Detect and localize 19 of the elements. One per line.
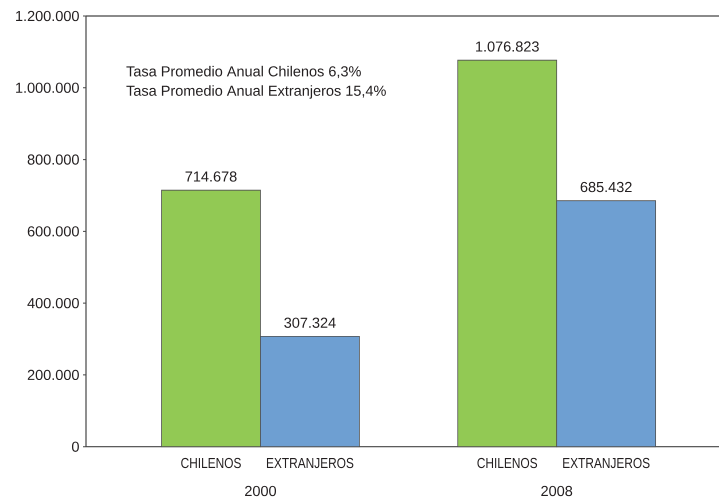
y-tick-label: 800.000 bbox=[28, 154, 79, 165]
y-tick-label: 200.000 bbox=[28, 370, 79, 380]
y-tick-label: 600.000 bbox=[28, 226, 79, 236]
y-tick-label: 0 bbox=[72, 442, 79, 452]
x-tick-label: 2000 bbox=[245, 486, 276, 496]
series-label: EXTRANJEROS bbox=[266, 458, 354, 468]
y-tick-label: 1.200.000 bbox=[16, 10, 79, 22]
x-tick-label: 2008 bbox=[541, 486, 572, 496]
text: EXTRANJEROS bbox=[563, 458, 650, 468]
text: CHILENOS bbox=[477, 458, 538, 468]
data-label: 307.324 bbox=[284, 318, 336, 328]
series-label: CHILENOS bbox=[181, 458, 241, 468]
annotation: Tasa Promedio Anual Extranjeros 15,4% bbox=[126, 85, 386, 99]
y-tick-label: 1.000.000 bbox=[16, 82, 79, 93]
data-label: 1.076.823 bbox=[476, 41, 539, 52]
data-label: 685.432 bbox=[580, 182, 632, 192]
annotation: Tasa Promedio Anual Chilenos 6,3% bbox=[126, 66, 361, 78]
y-tick-label: 400.000 bbox=[27, 298, 79, 308]
data-label: 714.678 bbox=[186, 171, 237, 182]
